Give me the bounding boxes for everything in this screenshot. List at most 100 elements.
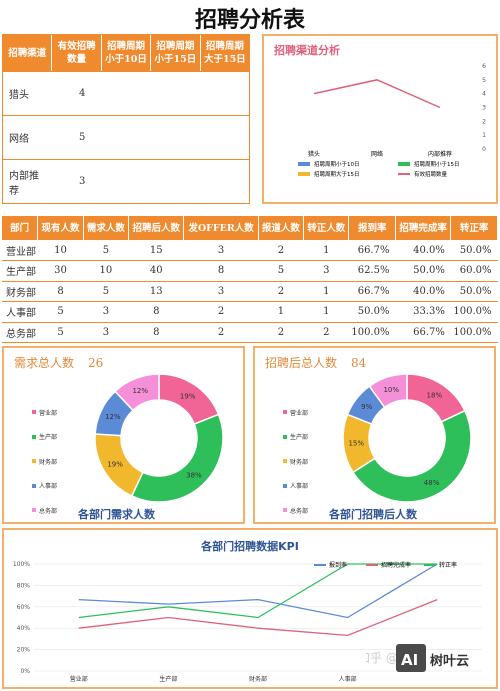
- legend-label: 营业部: [39, 409, 58, 417]
- channel-table-header: 招聘渠道 有效招聘数量 招聘周期小于10日 招聘周期小于15日 招聘周期大于15…: [3, 35, 249, 71]
- y-tick-label: 80%: [17, 582, 31, 589]
- table-cell: 50.0%: [395, 260, 451, 282]
- channel-chart-svg: 0 1 2 3 4 5 6 猎头 网络 内部推荐 招聘周期小于10日 招聘周期小于15日 招…: [298, 63, 486, 178]
- legend-label: 招聘完成率: [381, 561, 411, 569]
- x-tick-label: 生产部: [159, 675, 177, 683]
- legend-label: 人事部: [39, 483, 58, 491]
- table-cell: 8: [128, 322, 184, 343]
- table-cell: 100.0%: [348, 322, 396, 343]
- donut-subtitle: 各部门招聘后人数: [329, 508, 417, 521]
- table-header-row: 部门 现有人数 需求人数 招聘后人数 发OFFER人数 报道人数 转正人数 报到…: [2, 216, 498, 240]
- header-cell: 需求人数: [83, 216, 130, 240]
- slice-label: 10%: [383, 386, 399, 394]
- watermark-text: 知乎 @: [366, 651, 398, 665]
- table-cell: 2: [258, 322, 304, 343]
- table-cell: 1: [303, 240, 349, 261]
- table-cell: 生产部: [2, 260, 38, 282]
- table-cell: 1: [258, 301, 304, 323]
- slice-label: 19%: [107, 460, 123, 468]
- slice-label: 38%: [186, 472, 202, 480]
- watermark-logo-icon: 知乎 @ AI 树叶云: [358, 644, 469, 672]
- legend-label: 财务部: [290, 458, 309, 466]
- y-tick-label: 5: [482, 77, 486, 84]
- table-cell: 8: [128, 301, 184, 323]
- table-row: 财务部 8 5 13 3 2 1 66.7% 40.0% 50.0%: [2, 281, 498, 302]
- legend-label: 生产部: [39, 434, 58, 442]
- table-cell: 60.0%: [450, 260, 498, 282]
- y-tick-label: 2: [482, 118, 486, 125]
- header-cell: 招聘完成率: [395, 216, 452, 240]
- table-cell: 100.0%: [450, 322, 498, 343]
- header-cell: 招聘周期小于10日: [102, 35, 152, 71]
- table-cell: 2: [258, 281, 304, 302]
- table-cell: 50.0%: [450, 240, 498, 261]
- channel-legend: 招聘周期小于10日 招聘周期小于15日 招聘周期大于15日 有效招聘数量: [298, 160, 460, 178]
- table-cell: 66.7%: [348, 240, 396, 261]
- table-row: 网络 5: [3, 115, 249, 159]
- table-row: 生产部 30 10 40 8 5 3 62.5% 50.0% 60.0%: [2, 260, 498, 282]
- after-hire-donut-panel: 招聘后总人数 84 营业部 生产部 财务部 人事部 总务部 18% 48% 15% 9%…: [253, 346, 496, 524]
- table-cell: 5: [83, 281, 129, 302]
- donut-slice: [351, 409, 472, 503]
- demand-total-title: 需求总人数 26: [14, 354, 103, 371]
- table-cell: 2: [183, 322, 259, 343]
- table-cell: 40.0%: [395, 240, 451, 261]
- y-tick-label: 20%: [17, 647, 31, 654]
- table-row: 人事部 5 3 8 2 1 1 50.0% 33.3% 100.0%: [2, 301, 498, 323]
- x-tick-label: 人事部: [339, 675, 357, 683]
- channel-table: 招聘渠道 有效招聘数量 招聘周期小于10日 招聘周期小于15日 招聘周期大于15…: [2, 34, 250, 204]
- series-line: [78, 599, 438, 637]
- slice-label: 12%: [105, 413, 121, 421]
- channel-name: 猎头: [9, 90, 29, 101]
- donut-title: 需求总人数: [14, 356, 75, 370]
- header-cell: 招聘渠道: [3, 35, 53, 71]
- donut-total: 26: [88, 356, 104, 370]
- series-line: [78, 563, 438, 619]
- after-hire-donut-svg: 18% 48% 15% 9% 10%: [342, 373, 472, 503]
- table-cell: 2: [258, 240, 304, 261]
- table-cell: 人事部: [2, 301, 38, 323]
- svg-text:AI: AI: [401, 651, 418, 669]
- table-cell: 3: [303, 260, 349, 282]
- table-cell: 营业部: [2, 240, 38, 261]
- donut-slice: [368, 373, 408, 409]
- table-cell: 30: [37, 260, 84, 282]
- table-cell: 40: [128, 260, 184, 282]
- donut-legend: 营业部 生产部 财务部 人事部 总务部: [32, 400, 57, 523]
- table-cell: 2: [183, 301, 259, 323]
- table-row: 总务部 5 3 8 2 2 2 100.0% 66.7% 100.0%: [2, 322, 498, 343]
- legend-label: 招聘周期小于15日: [414, 160, 460, 168]
- table-cell: 50.0%: [450, 281, 498, 302]
- slice-label: 48%: [424, 479, 440, 487]
- header-cell: 招聘周期大于15日: [203, 41, 246, 65]
- channel-count: 4: [79, 88, 86, 99]
- slice-label: 12%: [132, 387, 148, 395]
- page-title: 招聘分析表: [194, 7, 305, 33]
- table-cell: 5: [83, 240, 129, 261]
- table-cell: 3: [83, 301, 129, 323]
- series-line: [313, 79, 441, 109]
- table-cell: 3: [83, 322, 129, 343]
- donut-slice: [130, 413, 224, 503]
- x-tick-label: 营业部: [70, 675, 88, 683]
- header-cell: 报到率: [348, 216, 396, 240]
- donut-legend: 营业部 生产部 财务部 人事部 总务部: [283, 400, 308, 523]
- legend-label: 生产部: [290, 434, 309, 442]
- table-cell: 15: [128, 240, 184, 261]
- table-cell: 3: [183, 281, 259, 302]
- header-cell: 报道人数: [258, 216, 305, 240]
- table-cell: 8: [37, 281, 84, 302]
- legend-label: 财务部: [39, 458, 58, 466]
- series-line: [78, 563, 438, 619]
- y-tick-label: 4: [482, 91, 486, 98]
- legend-label: 转正率: [439, 561, 457, 569]
- y-tick-label: 40%: [17, 625, 31, 632]
- legend-label: 总务部: [290, 507, 309, 515]
- legend-label: 招聘周期小于10日: [314, 160, 360, 168]
- channel-count: 5: [79, 132, 86, 143]
- header-cell: 转正人数: [303, 216, 350, 240]
- y-tick-label: 100%: [13, 561, 30, 568]
- legend-label: 招聘周期大于15日: [314, 170, 360, 178]
- channel-name: 内部推荐: [9, 170, 39, 197]
- demand-donut-panel: 需求总人数 26 营业部 生产部 财务部 人事部 总务部 19% 38% 19% 12%…: [2, 346, 245, 524]
